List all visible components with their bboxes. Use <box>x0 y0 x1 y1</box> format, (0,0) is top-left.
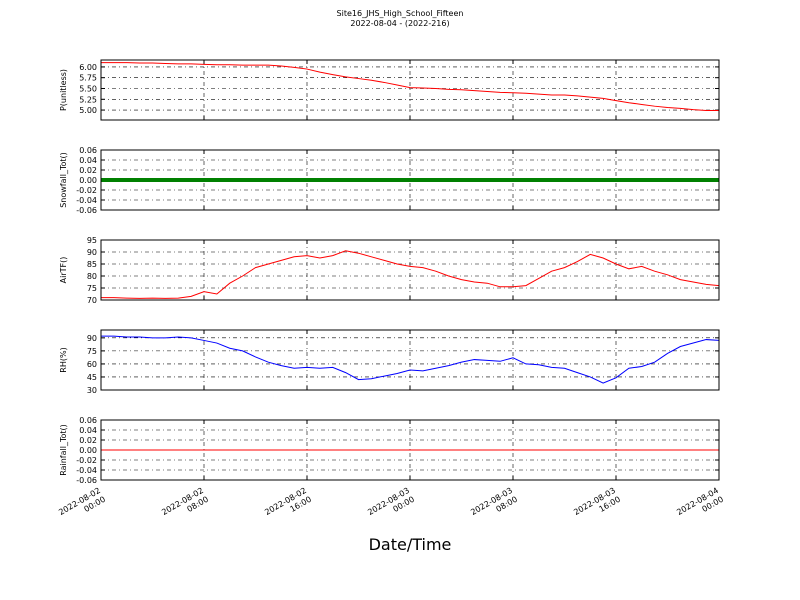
axes-frame <box>100 59 720 121</box>
y-axis-label: RH(%) <box>59 347 68 372</box>
y-tick-label: 0.00 <box>79 446 97 455</box>
y-tick-label: 30 <box>87 386 97 395</box>
y-tick-label: -0.02 <box>76 456 97 465</box>
y-tick-label: 6.00 <box>79 63 97 72</box>
x-tick-label: 2022-08-0316:00 <box>572 486 622 526</box>
y-tick-label: 85 <box>87 260 97 269</box>
y-axis-label: Rainfall_Tot() <box>59 424 68 476</box>
y-tick-label: -0.02 <box>76 186 97 195</box>
data-line <box>101 62 719 112</box>
y-tick-label: 0.04 <box>79 156 97 165</box>
x-axis-label: Date/Time <box>369 535 452 554</box>
axes-frame <box>100 419 720 481</box>
y-tick-label: 45 <box>87 373 97 382</box>
y-tick-label: 90 <box>87 248 97 257</box>
axes-frame <box>100 149 720 211</box>
y-tick-label: 0.06 <box>79 146 97 155</box>
plot-area <box>101 62 719 112</box>
y-tick-label: 0.02 <box>79 166 97 175</box>
x-tick-label: 2022-08-0216:00 <box>263 486 313 526</box>
y-tick-label: 80 <box>87 272 97 281</box>
y-tick-label: 75 <box>87 284 97 293</box>
y-tick-label: 0.04 <box>79 426 97 435</box>
y-axis-label: AirTF() <box>59 257 68 284</box>
y-axis-label: P(unitless) <box>59 69 68 111</box>
plot-area <box>101 250 719 299</box>
data-line <box>101 250 719 299</box>
y-tick-label: 95 <box>87 236 97 245</box>
y-tick-label: -0.04 <box>76 196 97 205</box>
y-tick-label: 0.06 <box>79 416 97 425</box>
y-tick-label: 5.50 <box>79 84 97 93</box>
plot-area <box>101 335 719 384</box>
x-tick-label: 2022-08-0400:00 <box>675 486 725 526</box>
y-axis-label: Snowfall_Tot() <box>59 152 68 208</box>
y-tick-label: -0.06 <box>76 206 97 215</box>
axes-frame <box>100 329 720 391</box>
chart-subtitle: 2022-08-04 - (2022-216) <box>350 19 449 28</box>
y-tick-label: 0.02 <box>79 436 97 445</box>
y-tick-label: 5.75 <box>79 74 97 83</box>
x-tick-label: 2022-08-0200:00 <box>57 486 107 526</box>
y-tick-label: -0.06 <box>76 476 97 485</box>
y-tick-label: 60 <box>87 360 97 369</box>
y-tick-label: -0.04 <box>76 466 97 475</box>
y-tick-label: 0.00 <box>79 176 97 185</box>
y-tick-label: 5.00 <box>79 106 97 115</box>
axes-frame <box>100 239 720 301</box>
x-tick-label: 2022-08-0300:00 <box>366 486 416 526</box>
y-tick-label: 70 <box>87 296 97 305</box>
chart-title: Site16_JHS_High_School_Fifteen <box>337 9 464 18</box>
y-tick-label: 75 <box>87 347 97 356</box>
x-tick-label: 2022-08-0208:00 <box>160 486 210 526</box>
x-tick-label: 2022-08-0308:00 <box>469 486 519 526</box>
y-tick-label: 5.25 <box>79 95 97 104</box>
y-tick-label: 90 <box>87 334 97 343</box>
data-line <box>101 335 719 384</box>
